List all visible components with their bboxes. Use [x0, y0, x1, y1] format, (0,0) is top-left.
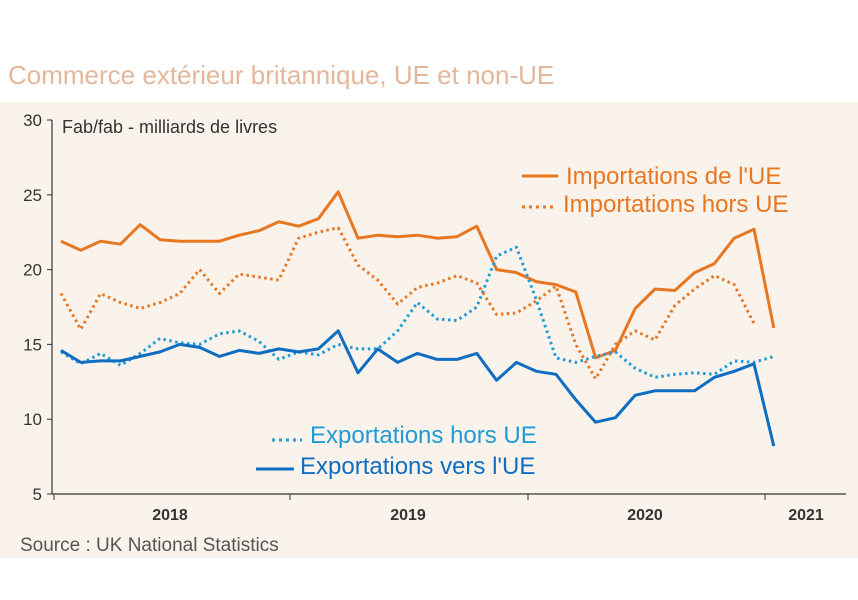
y-tick-label: 5 [33, 485, 42, 504]
series-line-1 [60, 190, 776, 360]
source-note: Source : UK National Statistics [20, 535, 279, 556]
chart-title: Commerce extérieur britannique, UE et no… [8, 60, 555, 90]
x-tick-label: 2018 [152, 507, 188, 524]
x-tick-label: 2020 [627, 507, 663, 524]
line-chart: 5 10 15 20 25 30 2018 2019 2020 2021 Fab/fab - mi… [23, 111, 846, 524]
legend-label: Importations hors UE [563, 191, 788, 218]
y-tick-label: 25 [23, 186, 42, 205]
legend-entry-1: Importations de l'UE [522, 163, 781, 190]
y-axis-unit-label: Fab/fab - milliards de livres [62, 117, 277, 137]
legend-label: Importations de l'UE [566, 163, 781, 190]
series-line-4 [60, 329, 776, 447]
y-tick-label: 20 [23, 261, 42, 280]
x-tick-label: 2019 [390, 507, 426, 524]
series-layer [59, 190, 776, 447]
legend-entry-4: Exportations vers l'UE [256, 453, 535, 480]
legend-label: Exportations vers l'UE [300, 453, 535, 480]
legend-entry-2: Importations hors UE [522, 191, 788, 218]
legend-entry-3: Exportations hors UE [272, 422, 537, 449]
chart-panel: 5 10 15 20 25 30 2018 2019 2020 2021 Fab/fab - mi… [0, 102, 858, 558]
series-line-3 [60, 245, 775, 379]
axes: 5 10 15 20 25 30 2018 2019 2020 2021 [23, 111, 846, 524]
y-tick-label: 15 [23, 335, 42, 354]
legend-label: Exportations hors UE [310, 422, 537, 449]
y-tick-label: 10 [23, 410, 42, 429]
series-line-2 [59, 226, 756, 381]
x-tick-label: 2021 [788, 507, 824, 524]
y-tick-label: 30 [23, 111, 42, 130]
